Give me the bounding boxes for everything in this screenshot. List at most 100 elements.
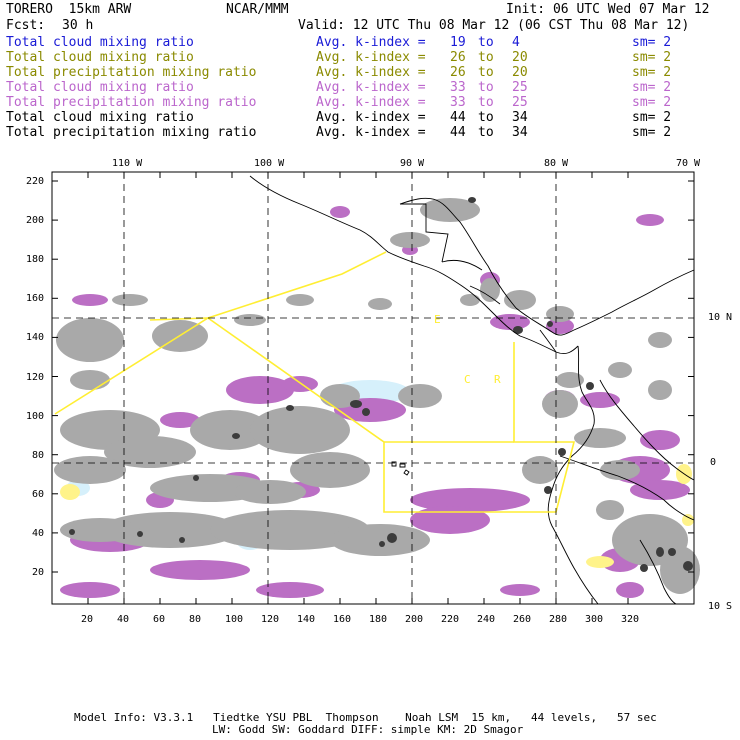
heavy-cloud-core [640, 564, 648, 572]
heavy-cloud-core [683, 561, 693, 571]
precip-area [630, 480, 690, 500]
legend-from: 26 [450, 50, 466, 65]
legend-to: 20 [512, 65, 528, 80]
legend-field: Total cloud mixing ratio [6, 80, 194, 95]
heavy-cloud-core [286, 405, 294, 411]
cloud-area [546, 306, 574, 322]
lon-label-90w: 90 W [400, 158, 425, 169]
lat-label-0: 0 [710, 457, 717, 468]
axis-ticks [52, 172, 694, 604]
x-tick-label: 280 [549, 614, 568, 625]
cloud-area [368, 298, 392, 310]
x-tick-label: 60 [153, 614, 166, 625]
legend-to: 25 [512, 95, 528, 110]
legend-field: Total precipitation mixing ratio [6, 125, 257, 140]
cloud-area [190, 410, 270, 450]
y-tick-label: 200 [26, 215, 45, 227]
plot-border [51, 171, 695, 605]
heavy-cloud-core [586, 382, 594, 390]
legend-index-label: Avg. k-index = [316, 50, 426, 65]
cloud-area [608, 362, 632, 378]
y-tick-label: 160 [26, 293, 45, 305]
cloud-area [574, 428, 626, 448]
cloud-area [60, 518, 140, 542]
guatemala-border [400, 203, 449, 263]
legend-to-word: to [478, 95, 494, 110]
colombia-border [599, 379, 695, 481]
forecast-hours: 30 h [62, 18, 94, 33]
legend-from: 44 [450, 110, 466, 125]
legend-field: Total cloud mixing ratio [6, 110, 194, 125]
heavy-cloud-core [513, 326, 523, 334]
y-tick-label: 180 [26, 254, 45, 266]
physics-info: LW: Godd SW: Goddard DIFF: simple KM: 2D… [212, 723, 524, 736]
precip-area [160, 412, 200, 428]
cloud-area [398, 384, 442, 408]
cloud-area [504, 290, 536, 310]
precip-area [150, 560, 250, 580]
x-tick-label: 20 [81, 614, 94, 625]
legend-to: 34 [512, 110, 528, 125]
x-tick-label: 100 [225, 614, 244, 625]
cloud-area [234, 480, 306, 504]
cloud-area [320, 384, 360, 408]
center-label: NCAR/MMM [226, 2, 289, 17]
model-title: TORERO 15km ARW [6, 2, 132, 17]
heavy-cloud-core [362, 408, 370, 416]
heavy-cloud-core [137, 531, 143, 537]
honduras-border [441, 259, 483, 271]
y-tick-label: 140 [26, 332, 45, 344]
precip-area [616, 582, 644, 598]
precip-area [636, 214, 664, 226]
cloud-area [648, 380, 672, 400]
legend-smoothing: sm= 2 [632, 80, 672, 95]
cloud-area [54, 456, 126, 484]
cloud-area [56, 318, 124, 362]
heavy-cloud-core [468, 197, 476, 203]
x-tick-label: 180 [369, 614, 388, 625]
cloud-area [542, 390, 578, 418]
y-tick-label: 220 [26, 176, 45, 187]
legend-index-label: Avg. k-index = [316, 35, 426, 50]
legend-to: 4 [512, 35, 520, 50]
mexico-coast [249, 175, 579, 355]
precip-area [330, 206, 350, 218]
legend-to-word: to [478, 35, 494, 50]
caribbean-coast [515, 269, 695, 336]
cloud-area [460, 294, 480, 306]
x-tick-label: 140 [297, 614, 316, 625]
lat-label-10n: 10 N [708, 312, 733, 323]
legend-index-label: Avg. k-index = [316, 95, 426, 110]
nicaragua-border [469, 285, 501, 305]
lat-lon-grid [52, 172, 694, 604]
legend-index-label: Avg. k-index = [316, 80, 426, 95]
cloud-area [70, 370, 110, 390]
precip-area [410, 506, 490, 534]
lon-label-100w: 100 W [254, 158, 285, 169]
x-tick-label: 320 [621, 614, 640, 625]
lon-label-70w: 70 W [676, 158, 701, 169]
label-c: C [464, 373, 471, 386]
heavy-cloud-core [668, 548, 676, 556]
cloud-area [480, 278, 500, 302]
coastlines [249, 175, 695, 605]
precip-area [256, 582, 324, 598]
legend-index-label: Avg. k-index = [316, 125, 426, 140]
precip-area [226, 376, 294, 404]
label-r: R [494, 373, 501, 386]
precip-area [410, 488, 530, 512]
cloud-area [290, 452, 370, 488]
cloud-area [660, 546, 700, 594]
y-tick-label: 40 [32, 527, 45, 539]
forecast-label: Fcst: [6, 18, 46, 33]
legend-smoothing: sm= 2 [632, 110, 672, 125]
precip-area [640, 430, 680, 450]
heavy-cloud-core [379, 541, 385, 547]
galapagos-islands [391, 461, 410, 476]
precip-area [60, 582, 120, 598]
y-tick-label: 80 [32, 449, 45, 461]
x-tick-label: 80 [189, 614, 202, 625]
heavy-cloud-core [232, 433, 240, 439]
heavy-cloud-core [179, 537, 185, 543]
